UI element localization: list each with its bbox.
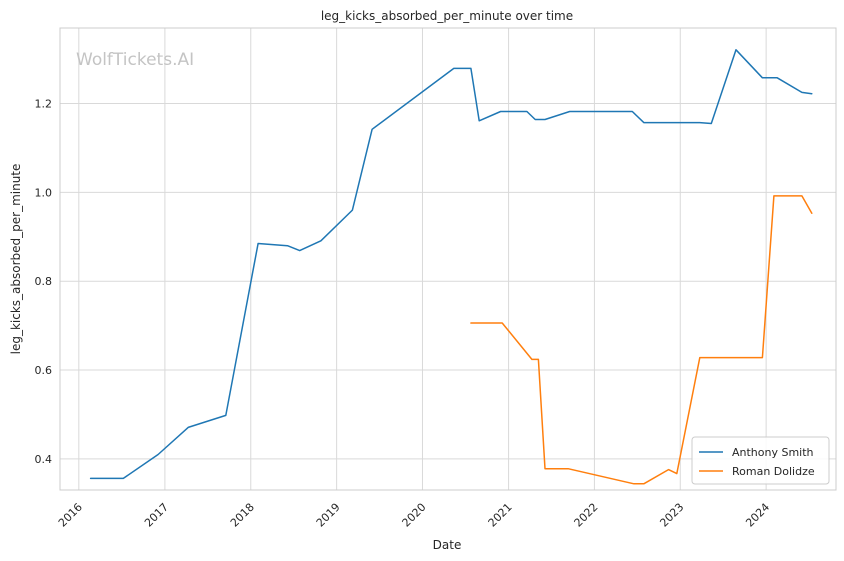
series-line-anthony-smith [89,49,813,480]
y-tick-label: 0.4 [35,453,53,466]
legend-label-anthony-smith: Anthony Smith [732,446,814,459]
watermark: WolfTickets.AI [76,50,194,70]
y-axis-title: leg_kicks_absorbed_per_minute [9,164,23,355]
legend-box [691,436,830,485]
x-axis-title: Date [433,538,462,552]
y-tick-label: 0.6 [35,364,53,377]
y-tick-label: 1.0 [35,186,53,199]
series-layer [89,49,813,485]
series-line-roman-dolidze [470,195,813,485]
y-tick-label: 0.8 [35,275,53,288]
y-axis-ticks: 0.4 0.6 0.8 1.0 1.2 [35,98,53,466]
legend-label-roman-dolidze: Roman Dolidze [732,465,815,478]
legend: Anthony Smith Roman Dolidze [691,436,830,485]
y-tick-label: 1.2 [35,98,53,111]
chart-title: leg_kicks_absorbed_per_minute over time [321,9,573,23]
plot-frame [59,27,837,491]
